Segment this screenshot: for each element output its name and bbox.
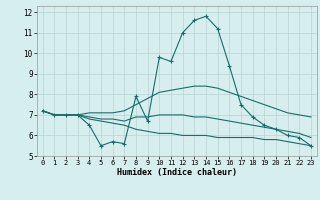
X-axis label: Humidex (Indice chaleur): Humidex (Indice chaleur) xyxy=(117,168,237,177)
